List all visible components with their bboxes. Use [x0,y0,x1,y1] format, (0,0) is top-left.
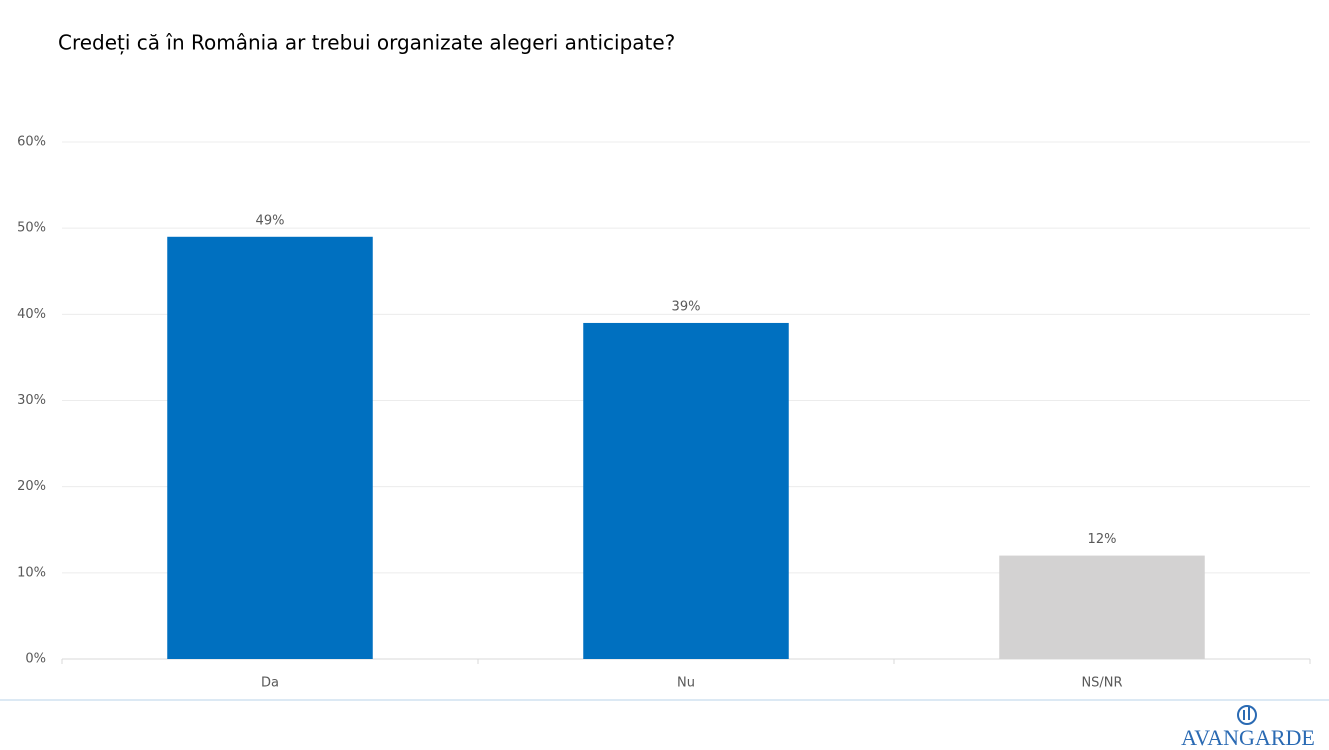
x-tick-label: Da [261,676,279,691]
x-tick-label: NS/NR [1081,676,1122,691]
bar [583,322,789,659]
logo-icon [1237,705,1257,725]
y-tick-label: 60% [17,135,46,150]
chart-title: Credeți că în România ar trebui organiza… [58,31,675,55]
y-tick-label: 30% [17,393,46,408]
value-label: 49% [256,213,285,228]
y-tick-label: 40% [17,307,46,322]
bar [167,236,373,660]
logo: AVANGARDE [1181,725,1315,750]
y-tick-label: 0% [25,652,46,667]
y-tick-label: 10% [17,565,46,580]
value-label: 12% [1088,532,1117,547]
y-tick-label: 20% [17,479,46,494]
y-tick-label: 50% [17,221,46,236]
x-tick-label: Nu [677,676,695,691]
bar [999,555,1205,659]
value-label: 39% [672,299,701,314]
